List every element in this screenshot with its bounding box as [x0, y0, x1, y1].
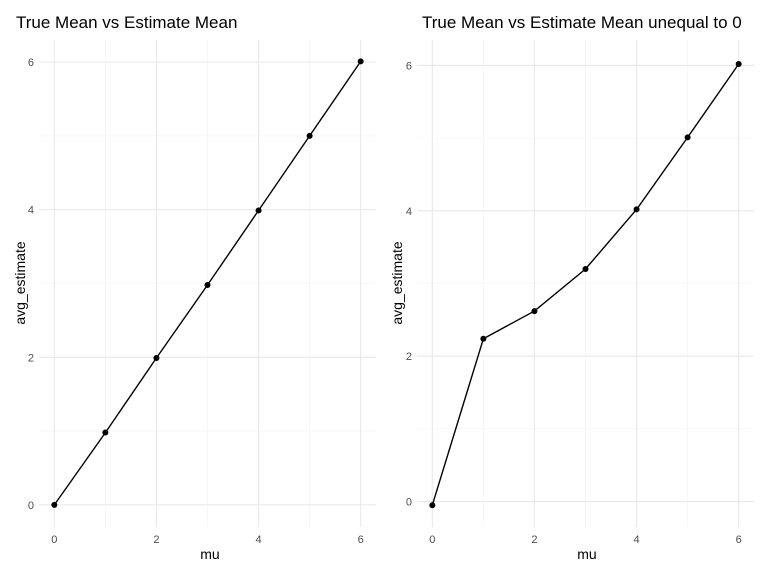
left-data-point: [153, 355, 160, 362]
right-panel: True Mean vs Estimate Mean unequal to 0 …: [389, 13, 754, 562]
right-x-tick-label: 0: [429, 534, 435, 546]
right-data-point: [480, 335, 487, 342]
left-x-axis-label: mu: [200, 546, 219, 562]
right-data-point: [633, 206, 640, 213]
right-y-axis-label: avg_estimate: [389, 241, 405, 324]
right-y-tick-label: 4: [406, 206, 412, 218]
left-x-tick-label: 2: [153, 534, 159, 546]
right-x-tick-label: 6: [736, 534, 742, 546]
right-x-tick-label: 2: [531, 534, 537, 546]
right-data-point: [531, 308, 538, 315]
left-data-point: [255, 207, 262, 214]
right-data-point: [735, 60, 742, 67]
left-data-point: [51, 501, 58, 508]
right-y-tick-label: 2: [406, 351, 412, 363]
left-data-point: [357, 58, 364, 65]
left-panel: True Mean vs Estimate Mean mu avg_estima…: [12, 13, 376, 562]
right-y-tick-label: 0: [406, 497, 412, 509]
left-y-tick-label: 0: [28, 500, 34, 512]
left-x-tick-label: 6: [358, 534, 364, 546]
left-plot-area: 0 2 4 6 0 2 4 6: [28, 40, 376, 546]
left-y-tick-label: 4: [28, 205, 34, 217]
left-y-tick-label: 6: [28, 57, 34, 69]
left-y-tick-label: 2: [28, 352, 34, 364]
right-chart-title: True Mean vs Estimate Mean unequal to 0: [422, 13, 742, 32]
left-data-point: [306, 132, 313, 139]
left-gridlines: [39, 40, 376, 527]
left-x-tick-label: 4: [255, 534, 261, 546]
left-data-point: [102, 429, 109, 436]
right-y-tick-label: 6: [406, 60, 412, 72]
left-x-tick-label: 0: [51, 534, 57, 546]
right-x-axis-label: mu: [577, 546, 596, 562]
right-data-point: [684, 134, 691, 141]
left-y-axis-label: avg_estimate: [12, 241, 28, 324]
right-plot-area: 0 2 4 6 0 2 4 6: [406, 40, 754, 546]
left-chart-title: True Mean vs Estimate Mean: [16, 13, 237, 32]
left-data-point: [204, 281, 211, 288]
right-data-point: [429, 502, 436, 509]
right-gridlines: [417, 40, 754, 527]
right-data-point: [582, 265, 589, 272]
right-x-tick-label: 4: [633, 534, 639, 546]
